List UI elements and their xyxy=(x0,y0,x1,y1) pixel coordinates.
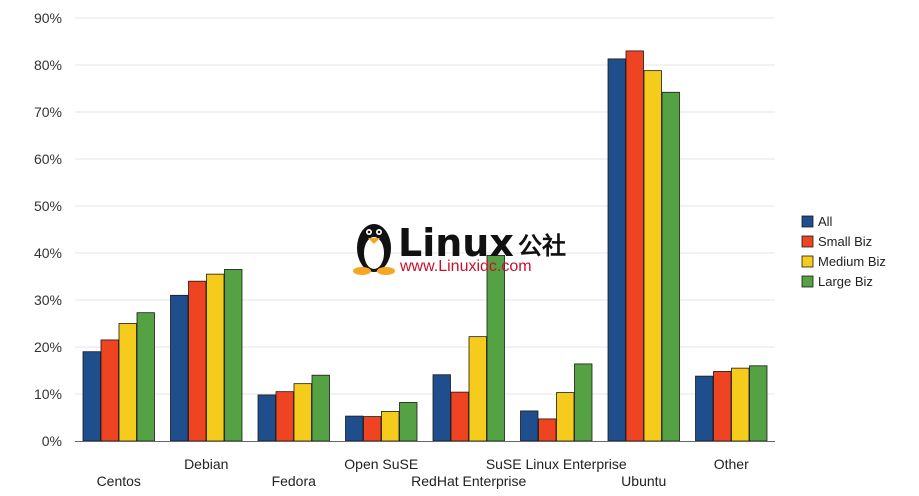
bar xyxy=(311,374,330,442)
bar xyxy=(293,383,312,442)
bar xyxy=(468,336,487,442)
bar xyxy=(486,254,505,442)
watermark: Linux 公社 www.Linuxidc.com xyxy=(353,221,566,275)
bar xyxy=(118,323,137,442)
bar xyxy=(275,391,294,442)
bar xyxy=(136,312,155,442)
bar xyxy=(749,365,768,442)
y-tick-label: 10% xyxy=(34,386,62,402)
bar xyxy=(224,269,243,442)
y-tick-label: 80% xyxy=(34,57,62,73)
legend-label: Small Biz xyxy=(818,234,872,249)
legend-label: Medium Biz xyxy=(818,254,886,269)
y-tick-label: 20% xyxy=(34,339,62,355)
watermark-brand-cn: 公社 xyxy=(518,232,566,260)
y-tick-label: 50% xyxy=(34,198,62,214)
y-tick-label: 40% xyxy=(34,245,62,261)
bars xyxy=(82,50,768,442)
bar xyxy=(643,70,662,442)
watermark-url: www.Linuxidc.com xyxy=(399,258,532,275)
bar xyxy=(206,273,225,442)
y-tick-label: 0% xyxy=(42,433,62,449)
bar xyxy=(538,418,557,442)
y-tick-label: 60% xyxy=(34,151,62,167)
bar xyxy=(82,351,101,442)
bar xyxy=(188,280,207,442)
legend-label: All xyxy=(818,214,833,229)
legend-swatch xyxy=(801,275,814,288)
bar xyxy=(625,50,644,442)
category-label: Debian xyxy=(184,456,228,472)
y-tick-label: 90% xyxy=(34,10,62,26)
category-label: Fedora xyxy=(272,473,317,489)
tux-penguin-icon xyxy=(353,224,395,275)
bar xyxy=(450,391,469,442)
category-label: Centos xyxy=(97,473,141,489)
category-label: RedHat Enterprise xyxy=(411,473,526,489)
bar xyxy=(713,371,732,442)
bar xyxy=(100,339,119,442)
bar xyxy=(399,402,418,442)
bar xyxy=(345,415,364,442)
bar xyxy=(170,294,189,442)
bar xyxy=(661,91,680,442)
y-tick-label: 30% xyxy=(34,292,62,308)
bar xyxy=(381,410,400,442)
category-label: SuSE Linux Enterprise xyxy=(486,456,627,472)
bar xyxy=(731,367,750,442)
legend-swatch xyxy=(801,235,814,248)
legend-swatch xyxy=(801,255,814,268)
bar xyxy=(695,375,714,442)
category-label: Other xyxy=(714,456,749,472)
bar xyxy=(520,410,539,442)
bar xyxy=(363,416,382,442)
watermark-brand: Linux xyxy=(398,221,514,265)
bar xyxy=(257,394,276,442)
bar xyxy=(432,374,451,442)
category-label: Ubuntu xyxy=(621,473,666,489)
category-label: Open SuSE xyxy=(344,456,418,472)
y-axis-ticks: 0% 10% 20% 30% 40% 50% 60% 70% 80% 90% xyxy=(34,10,62,449)
legend-swatch xyxy=(801,215,814,228)
legend-label: Large Biz xyxy=(818,274,873,289)
legend: All Small Biz Medium Biz Large Biz xyxy=(801,214,886,289)
bar xyxy=(574,363,593,442)
bar xyxy=(556,392,575,442)
bar xyxy=(607,58,626,442)
y-tick-label: 70% xyxy=(34,104,62,120)
